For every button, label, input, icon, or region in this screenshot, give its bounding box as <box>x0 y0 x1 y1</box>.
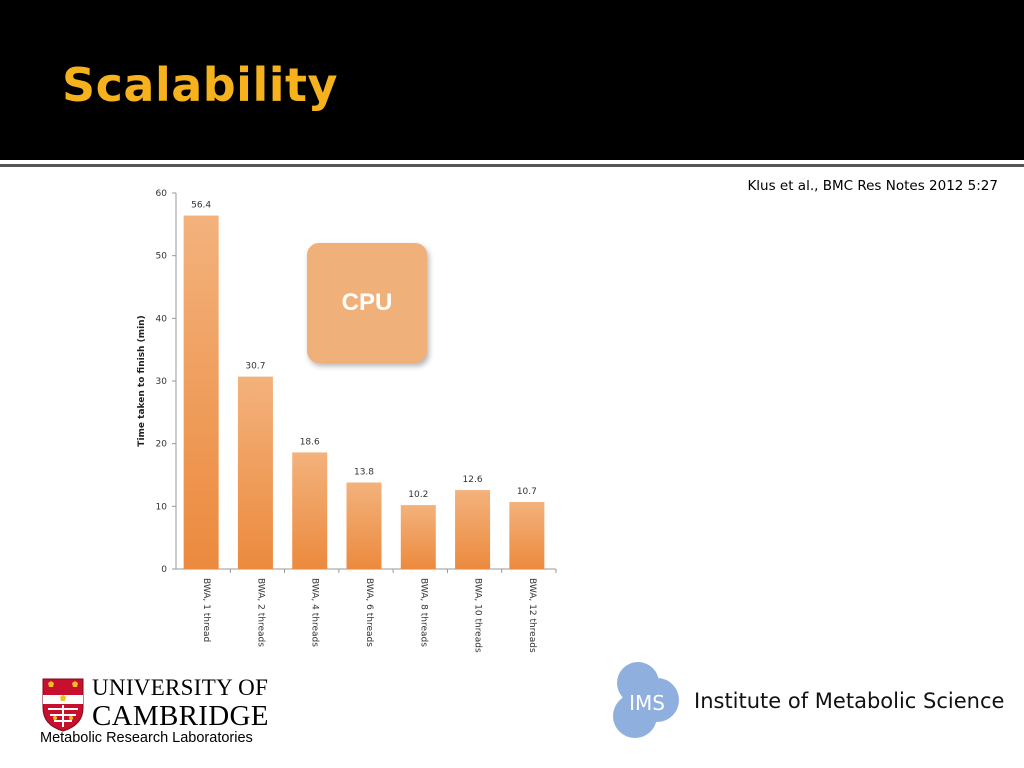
cpu-callout: CPU <box>307 243 427 363</box>
cambridge-line-3: Metabolic Research Laboratories <box>40 730 253 746</box>
x-tick-label: BWA, 12 threads <box>527 578 537 653</box>
data-label: 12.6 <box>463 475 483 485</box>
data-label: 13.8 <box>354 468 374 478</box>
y-tick-label: 50 <box>156 252 168 262</box>
ims-badge-text: IMS <box>629 691 665 715</box>
data-label: 18.6 <box>300 437 320 447</box>
y-tick-label: 20 <box>156 440 168 450</box>
cambridge-shield-icon <box>42 678 84 732</box>
ims-logo: IMS Institute of Metabolic Science <box>612 662 1012 742</box>
y-axis-label: Time taken to finish (min) <box>137 315 147 446</box>
bar <box>455 490 491 569</box>
x-tick-label: BWA, 6 threads <box>364 578 374 647</box>
y-tick-label: 40 <box>156 314 168 324</box>
title-bar: Scalability <box>0 0 1024 160</box>
cambridge-line-2: CAMBRIDGE <box>92 700 269 732</box>
x-tick-label: BWA, 1 thread <box>201 578 211 642</box>
bar <box>183 215 219 569</box>
bar <box>346 482 382 569</box>
header-gap <box>0 160 1024 164</box>
bar-chart: 0 10 20 30 40 50 60 Time taken to finish (min) 5… <box>137 189 557 653</box>
ims-badge-icon: IMS <box>613 662 679 738</box>
bar <box>400 505 436 569</box>
y-tick-label: 60 <box>156 189 168 199</box>
bar <box>237 376 273 569</box>
bar <box>509 501 545 569</box>
data-label: 10.7 <box>517 487 537 497</box>
x-tick-label: BWA, 10 threads <box>473 578 483 653</box>
bar <box>292 452 328 569</box>
data-label: 30.7 <box>245 362 265 372</box>
data-label: 10.2 <box>408 490 428 500</box>
y-tick-label: 30 <box>156 377 168 387</box>
x-tick-label: BWA, 2 threads <box>255 578 265 647</box>
x-tick-label: BWA, 4 threads <box>310 578 320 647</box>
cambridge-logo: UNIVERSITY OF CAMBRIDGE Metabolic Resear… <box>40 674 300 754</box>
ims-name: Institute of Metabolic Science <box>694 689 1005 713</box>
cambridge-line-1: UNIVERSITY OF <box>92 675 269 700</box>
data-label: 56.4 <box>191 201 211 211</box>
y-tick-label: 10 <box>156 502 168 512</box>
slide-title: Scalability <box>62 58 338 112</box>
citation: Klus et al., BMC Res Notes 2012 5:27 <box>747 178 998 194</box>
y-tick-label: 0 <box>161 565 167 575</box>
x-tick-label: BWA, 8 threads <box>418 578 428 647</box>
header-rule <box>0 164 1024 167</box>
